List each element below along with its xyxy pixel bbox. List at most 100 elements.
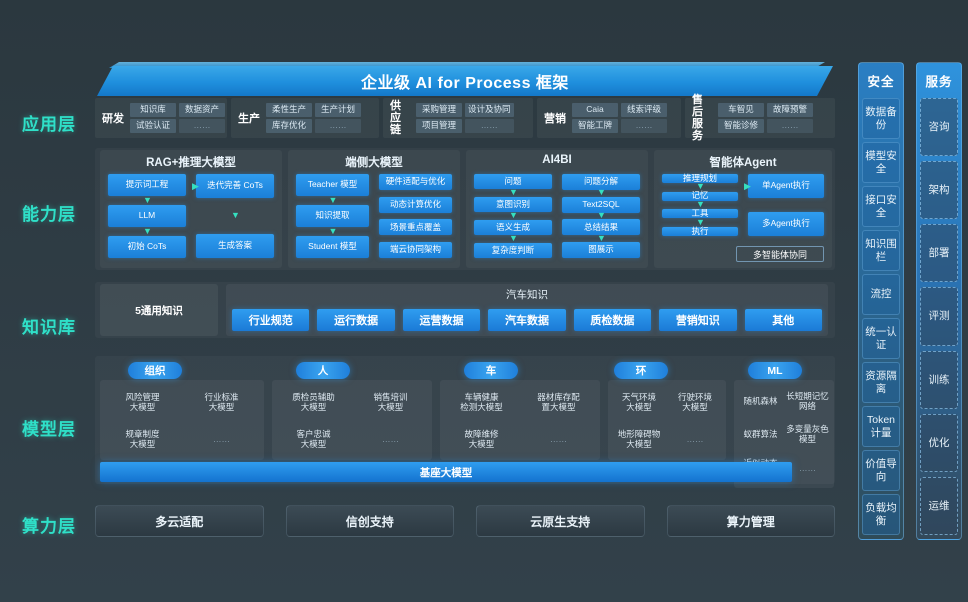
application-cell[interactable]: 数据资产 …… <box>179 103 225 133</box>
model-cell[interactable]: …… <box>550 433 567 444</box>
application-chip[interactable]: 知识库 <box>130 103 176 117</box>
capability-chip[interactable]: 初始 CoTs <box>108 236 186 258</box>
application-cell[interactable]: 采购管理 项目管理 <box>416 103 462 133</box>
service-item[interactable]: 优化 <box>920 413 958 472</box>
capability-box[interactable]: AI4BI 问题 ▼ 意图识别 ▼ 语义生成 ▼ 复杂度判断 问题分解 ▼ Text2SQL ▼ 总结结… <box>466 150 648 268</box>
model-group-pill[interactable]: 车 <box>464 362 518 379</box>
model-group[interactable]: 天气环境 大模型 行驶环境 大模型 地形障碍物 大模型 …… <box>608 380 726 460</box>
application-chip[interactable]: 故障预警 <box>767 103 814 117</box>
capability-box[interactable]: RAG+推理大模型 提示词工程 ▼ LLM ▼ 初始 CoTs 迭代完善 CoTs ▼ 生成答案… <box>100 150 282 268</box>
model-cell[interactable]: 风险管理 大模型 <box>125 392 160 413</box>
compute-card[interactable]: 信创支持 <box>285 505 454 537</box>
capability-chip[interactable]: 端云协同架构 <box>379 242 452 258</box>
model-group[interactable]: 质检员辅助 大模型 销售培训 大模型 客户忠诚 大模型 …… <box>272 380 432 460</box>
application-chip[interactable]: …… <box>315 119 361 133</box>
application-chip[interactable]: Caia <box>571 103 618 117</box>
model-cell[interactable]: 随机森林 <box>743 395 778 406</box>
capability-box[interactable]: 智能体Agent 推理规划 ▼ 记忆 ▼ 工具 ▼ 执行 单Agent执行 多Agent执行 ▶ 多智… <box>654 150 832 268</box>
application-chip[interactable]: …… <box>465 119 514 133</box>
application-cell[interactable]: 线索评级 …… <box>620 103 667 133</box>
security-item[interactable]: 统一认证 <box>862 318 900 359</box>
application-group[interactable]: 营销 Caia 智能工牌 线索评级 …… <box>536 98 682 138</box>
model-cell[interactable]: 行业标准 大模型 <box>204 392 239 413</box>
application-chip[interactable]: 生产计划 <box>315 103 361 117</box>
security-item[interactable]: Token计量 <box>862 406 900 447</box>
security-item[interactable]: 流控 <box>862 274 900 315</box>
application-group[interactable]: 供应链 采购管理 项目管理 设计及协同 …… <box>383 98 533 138</box>
application-cell[interactable]: 生产计划 …… <box>315 103 361 133</box>
capability-box[interactable]: 端侧大模型 Teacher 模型 ▼ 知识提取 ▼ Student 模型 硬件适配与优化 动态… <box>288 150 460 268</box>
security-item[interactable]: 数据备份 <box>862 98 900 139</box>
capability-chip[interactable]: 语义生成 <box>474 220 552 235</box>
application-chip[interactable]: 库存优化 <box>266 119 312 133</box>
model-group-pill[interactable]: ML <box>748 362 802 379</box>
service-item[interactable]: 评测 <box>920 287 958 346</box>
capability-chip[interactable]: 场景重点覆盖 <box>379 219 452 236</box>
knowledge-chip[interactable]: 运行数据 <box>317 309 395 331</box>
application-chip[interactable]: 采购管理 <box>416 103 462 117</box>
application-chip[interactable]: 试验认证 <box>130 119 176 133</box>
capability-chip[interactable]: LLM <box>108 205 186 227</box>
application-chip[interactable]: …… <box>620 119 667 133</box>
model-cell[interactable]: 天气环境 大模型 <box>621 392 656 413</box>
capability-chip[interactable]: 总结结果 <box>562 219 640 236</box>
capability-chip[interactable]: 问题 <box>474 174 552 189</box>
capability-chip[interactable]: 知识提取 <box>296 205 369 227</box>
capability-chip[interactable]: 推理规划 <box>662 173 738 183</box>
capability-chip[interactable]: 动态计算优化 <box>379 196 452 213</box>
knowledge-chip[interactable]: 营销知识 <box>659 309 737 331</box>
security-item[interactable]: 模型安全 <box>862 142 900 183</box>
capability-chip[interactable]: 迭代完善 CoTs <box>196 174 274 198</box>
model-group[interactable]: 车辆健康 检测大模型 器材库存配 置大模型故障维修 大模型 …… <box>440 380 600 460</box>
application-group[interactable]: 生产 柔性生产 库存优化 生产计划 …… <box>231 98 379 138</box>
security-item[interactable]: 接口安全 <box>862 186 900 227</box>
application-chip[interactable]: 车智见 <box>718 103 765 117</box>
security-item[interactable]: 价值导向 <box>862 450 900 491</box>
application-cell[interactable]: 设计及协同 …… <box>465 103 514 133</box>
application-cell[interactable]: 故障预警 …… <box>767 103 814 133</box>
service-item[interactable]: 部署 <box>920 224 958 283</box>
application-group[interactable]: 售后服务 车智见 智能诊修 故障预警 …… <box>685 94 835 142</box>
model-cell[interactable]: 车辆健康 检测大模型 <box>460 392 503 413</box>
capability-chip[interactable]: Student 模型 <box>296 236 369 258</box>
knowledge-chip[interactable]: 行业规范 <box>232 309 310 331</box>
application-chip[interactable]: 智能诊修 <box>718 119 765 133</box>
application-cell[interactable]: 知识库 试验认证 <box>130 103 176 133</box>
capability-chip[interactable]: 生成答案 <box>196 234 274 258</box>
application-group[interactable]: 研发 知识库 试验认证 数据资产 …… <box>95 98 227 138</box>
application-cell[interactable]: 车智见 智能诊修 <box>718 103 765 133</box>
capability-chip[interactable]: 记忆 <box>662 191 738 201</box>
model-cell[interactable]: …… <box>799 463 816 474</box>
knowledge-chip[interactable]: 运营数据 <box>402 309 481 331</box>
security-item[interactable]: 资源隔离 <box>862 362 900 403</box>
model-cell[interactable]: 故障维修 大模型 <box>464 428 499 449</box>
model-cell[interactable]: 长短期记忆 网络 <box>786 390 829 411</box>
model-cell[interactable]: 客户忠诚 大模型 <box>296 428 331 449</box>
security-item[interactable]: 知识围栏 <box>862 230 900 271</box>
security-item[interactable]: 负载均衡 <box>862 494 900 535</box>
model-cell[interactable]: 蚁群算法 <box>743 429 778 440</box>
capability-chip[interactable]: 单Agent执行 <box>748 174 824 198</box>
model-cell[interactable]: 地形障碍物 大模型 <box>617 428 661 449</box>
application-chip[interactable]: 线索评级 <box>620 103 667 117</box>
capability-chip[interactable]: 硬件适配与优化 <box>379 174 452 190</box>
service-item[interactable]: 训练 <box>920 350 958 409</box>
capability-chip[interactable]: Text2SQL <box>562 196 640 213</box>
application-chip[interactable]: …… <box>767 119 814 133</box>
capability-chip[interactable]: 问题分解 <box>562 174 640 190</box>
knowledge-chip[interactable]: 汽车数据 <box>488 309 566 331</box>
service-item[interactable]: 咨询 <box>920 98 958 157</box>
model-group-pill[interactable]: 人 <box>296 362 350 379</box>
model-cell[interactable]: 器材库存配 置大模型 <box>537 392 580 413</box>
capability-chip[interactable]: Teacher 模型 <box>296 174 369 196</box>
application-chip[interactable]: 数据资产 <box>179 103 225 117</box>
model-cell[interactable]: …… <box>213 433 230 444</box>
compute-card[interactable]: 云原生支持 <box>476 505 645 537</box>
model-group-pill[interactable]: 环 <box>614 362 668 379</box>
capability-chip[interactable]: 提示词工程 <box>108 174 186 196</box>
service-item[interactable]: 运维 <box>920 476 958 535</box>
capability-chip[interactable]: 复杂度判断 <box>474 243 552 258</box>
capability-chip[interactable]: 图展示 <box>562 242 640 258</box>
model-group-pill[interactable]: 组织 <box>128 362 182 379</box>
application-chip[interactable]: 项目管理 <box>416 119 462 133</box>
